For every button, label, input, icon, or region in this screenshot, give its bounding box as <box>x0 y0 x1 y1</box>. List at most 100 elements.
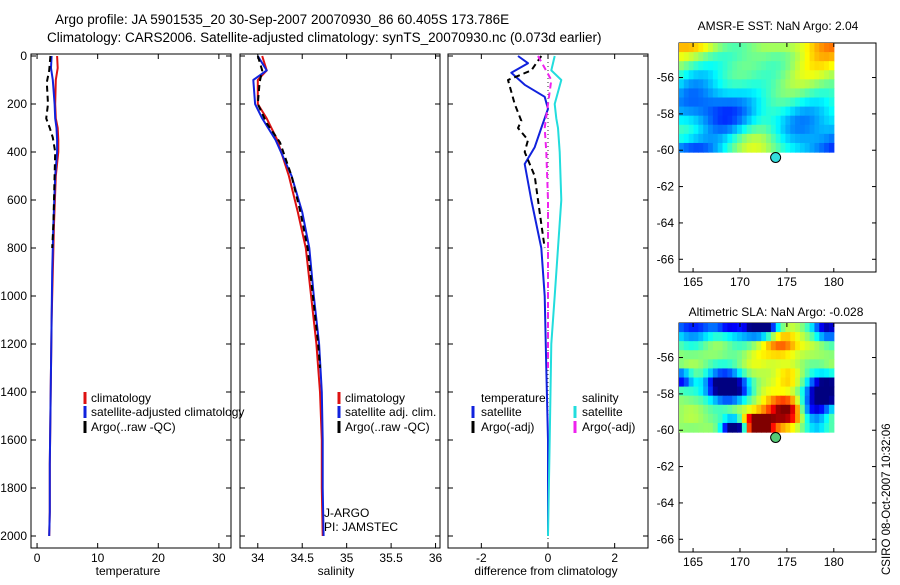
map-cell <box>688 124 695 135</box>
float-pi-label: PI: JAMSTEC <box>324 520 398 534</box>
map-cell <box>727 341 733 351</box>
y-tick-label: 400 <box>7 145 27 159</box>
map-cell <box>790 323 796 333</box>
map-cell <box>828 124 835 135</box>
map-cell <box>698 332 704 342</box>
map-cell <box>679 341 685 351</box>
map-cell <box>799 133 806 144</box>
map-cell <box>683 106 690 117</box>
map-cell <box>708 133 714 144</box>
map-cell <box>790 413 796 424</box>
map-cell <box>828 350 835 360</box>
series-line-argo-raw-qc- <box>256 55 321 369</box>
map-cell <box>698 43 704 53</box>
map-cell <box>780 377 787 388</box>
map-cell <box>712 133 719 144</box>
map-cell <box>679 404 685 415</box>
map-cell <box>824 323 830 333</box>
map-cell <box>795 377 801 388</box>
map-cell <box>790 133 796 144</box>
map-y-tick-label: -66 <box>657 532 675 546</box>
map-cell <box>732 61 738 71</box>
map-cell <box>751 61 757 71</box>
map-cell <box>819 88 825 99</box>
map-cell <box>683 52 690 62</box>
map-cell <box>693 97 699 108</box>
map-cell <box>737 341 743 351</box>
map-cell <box>703 350 709 360</box>
map-cell <box>722 88 728 99</box>
x-tick-label: 34 <box>251 551 265 565</box>
x-tick-label: -2 <box>476 551 487 565</box>
map-cell <box>814 404 820 415</box>
map-x-tick-label: 170 <box>730 555 750 569</box>
x-tick-label: 35 <box>340 551 354 565</box>
map-cell <box>795 88 801 99</box>
figure-title-line1: Argo profile: JA 5901535_20 30-Sep-2007 … <box>55 12 509 27</box>
map-cell <box>785 359 791 370</box>
map-cell <box>717 395 724 406</box>
map-cell <box>814 106 820 117</box>
map-cell <box>785 395 791 406</box>
map-cell <box>819 422 825 433</box>
map-cell <box>761 404 767 415</box>
map-cell <box>717 79 724 90</box>
legend-label-climatology: climatology <box>91 391 151 405</box>
map-cell <box>703 413 709 424</box>
map-cell <box>746 124 753 135</box>
map-cell <box>809 97 816 108</box>
map-cell <box>688 43 695 53</box>
y-tick-label: 0 <box>20 49 27 63</box>
map-cell <box>698 88 704 99</box>
map-cell <box>708 359 714 370</box>
map-cell <box>722 386 728 397</box>
map-cell <box>737 142 743 153</box>
map-cell <box>683 133 690 144</box>
map-cell <box>708 79 714 90</box>
map-cell <box>795 368 801 379</box>
map-cell <box>785 97 791 108</box>
map-cell <box>761 79 767 90</box>
map-cell <box>746 88 753 99</box>
map-cell <box>688 79 695 90</box>
map-cell <box>804 341 811 351</box>
map-cell <box>732 332 738 342</box>
map-cell <box>698 133 704 144</box>
map-cell <box>746 377 753 388</box>
map-cell <box>828 88 835 99</box>
map-cell <box>775 359 782 370</box>
map-cell <box>790 43 796 53</box>
map-cell <box>804 106 811 117</box>
map-cell <box>688 422 695 433</box>
map-cell <box>770 422 777 433</box>
series-line-argo-adj- <box>507 55 546 249</box>
map-cell <box>828 323 835 333</box>
map-cell <box>712 341 719 351</box>
map-cell <box>683 413 690 424</box>
map-cell <box>722 377 728 388</box>
map-cell <box>741 70 748 80</box>
map-cell <box>766 115 772 126</box>
map-cell <box>809 61 816 71</box>
map-cell <box>737 52 743 62</box>
map-cell <box>819 404 825 415</box>
map-cell <box>722 359 728 370</box>
map-cell <box>688 52 695 62</box>
map-cell <box>703 124 709 135</box>
map-cell <box>683 350 690 360</box>
map-cell <box>809 115 816 126</box>
map-cell <box>751 88 757 99</box>
map-cell <box>775 133 782 144</box>
map-cell <box>722 422 728 433</box>
map-cell <box>761 386 767 397</box>
map-cell <box>780 422 787 433</box>
map-cell <box>775 413 782 424</box>
map-cell <box>790 404 796 415</box>
map-cell <box>819 79 825 90</box>
map-cell <box>795 350 801 360</box>
salinity-xlabel: salinity <box>318 564 355 578</box>
map-cell <box>770 61 777 71</box>
map-cell <box>780 368 787 379</box>
map-cell <box>727 124 733 135</box>
map-cell <box>809 142 816 153</box>
